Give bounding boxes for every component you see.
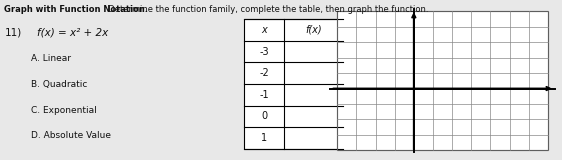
Text: Graph with Function Notation.: Graph with Function Notation. xyxy=(4,5,148,14)
Text: 1: 1 xyxy=(261,133,267,143)
Text: -2: -2 xyxy=(259,68,269,78)
Bar xyxy=(337,11,548,150)
Text: D. Absolute Value: D. Absolute Value xyxy=(31,131,111,140)
Text: 11): 11) xyxy=(4,27,22,37)
Text: 0: 0 xyxy=(261,111,267,121)
Text: A. Linear: A. Linear xyxy=(31,54,71,63)
Text: f(x): f(x) xyxy=(305,25,321,35)
FancyBboxPatch shape xyxy=(244,19,343,149)
Text: C. Exponential: C. Exponential xyxy=(31,106,97,115)
Text: f(x) = x² + 2x: f(x) = x² + 2x xyxy=(37,27,108,37)
Text: B. Quadratic: B. Quadratic xyxy=(31,80,87,89)
Text: -1: -1 xyxy=(259,90,269,100)
Text: -3: -3 xyxy=(259,47,269,57)
Text: Determine the function family, complete the table, then graph the function.: Determine the function family, complete … xyxy=(103,5,428,14)
Text: x: x xyxy=(261,25,267,35)
